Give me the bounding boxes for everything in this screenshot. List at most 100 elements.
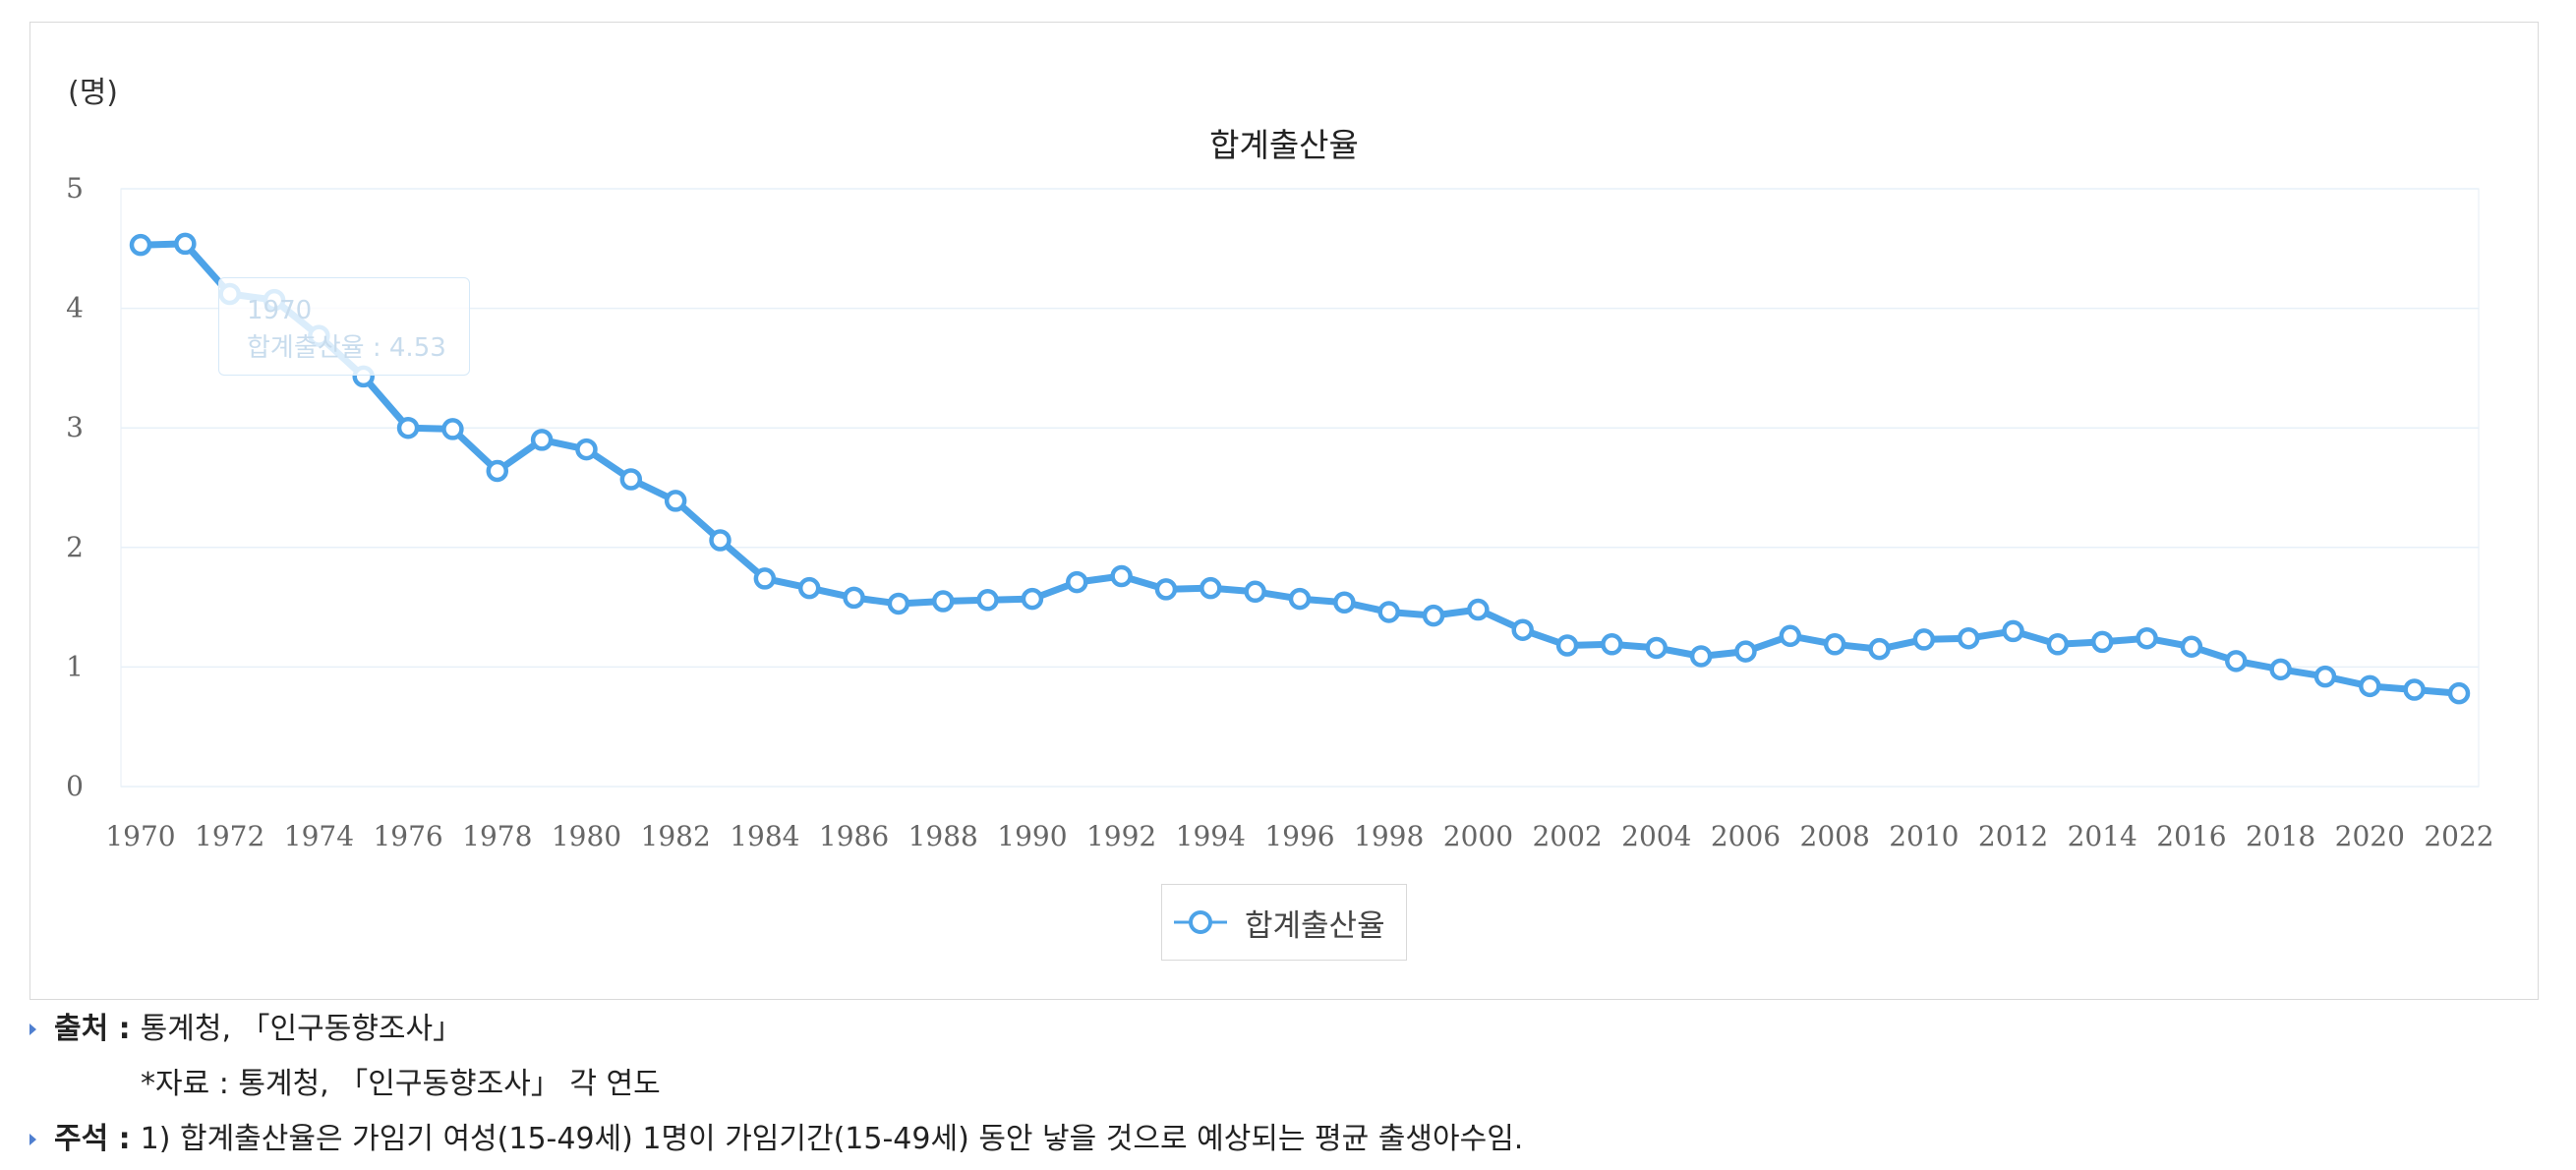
- x-tick-label: 2006: [1711, 820, 1781, 852]
- y-unit-label: (명): [68, 76, 119, 110]
- data-point: [2403, 678, 2426, 701]
- data-point: [2002, 619, 2024, 643]
- x-tick-label: 2022: [2424, 820, 2493, 852]
- x-tick-label: 2002: [1532, 820, 1602, 852]
- data-point: [1868, 637, 1891, 661]
- x-tick-label: 1984: [730, 820, 799, 852]
- data-point: [2090, 630, 2114, 654]
- data-point: [174, 232, 197, 256]
- data-point: [2046, 633, 2070, 656]
- y-tick-label: 5: [66, 172, 84, 205]
- data-point: [1689, 645, 1713, 668]
- x-tick-label: 1996: [1264, 820, 1334, 852]
- x-tick-label: 2008: [1800, 820, 1870, 852]
- bullet-icon: [29, 1133, 36, 1145]
- data-tooltip: 1970 합계출산율 : 4.53: [218, 277, 470, 376]
- x-tick-label: 1982: [641, 820, 711, 852]
- data-point: [2269, 658, 2292, 681]
- data-point: [1288, 587, 1312, 611]
- data-point: [1467, 598, 1490, 621]
- data-point: [976, 589, 999, 612]
- x-tick-label: 1976: [373, 820, 442, 852]
- chart-title: 합계출산율: [1209, 126, 1359, 164]
- data-point: [1957, 626, 1980, 650]
- x-tick-label: 1990: [997, 820, 1067, 852]
- data-point: [2359, 674, 2381, 698]
- data-point: [441, 418, 464, 440]
- data-point: [1333, 591, 1356, 614]
- data-point: [2313, 665, 2337, 688]
- data-point: [1555, 634, 1579, 657]
- legend-label: 합계출산율: [1245, 907, 1385, 944]
- bullet-icon: [29, 1023, 36, 1035]
- data-point: [1734, 640, 1757, 663]
- data-point: [1912, 628, 1936, 651]
- x-tick-label: 1998: [1354, 820, 1424, 852]
- data-point: [664, 490, 687, 512]
- y-tick-label: 3: [66, 411, 84, 443]
- data-point: [797, 576, 821, 600]
- data-point: [1021, 587, 1044, 611]
- data-point: [709, 529, 732, 552]
- data-point: [486, 459, 509, 483]
- data-point: [2180, 635, 2203, 658]
- data-point: [575, 438, 598, 461]
- data-point: [2136, 626, 2158, 650]
- chart-notes: 출처 : 통계청, 「인구동향조사」 *자료 : 통계청, 「인구동향조사」 각 …: [28, 1005, 1523, 1170]
- footnote-row: 주석 : 1) 합계출산율은 가임기 여성(15-49세) 1명이 가임기간(15…: [28, 1115, 1523, 1170]
- data-point: [1200, 576, 1222, 600]
- data-point: [887, 592, 910, 615]
- y-tick-label: 2: [66, 531, 84, 563]
- data-point: [1823, 633, 1846, 656]
- footnote-text: 1) 합계출산율은 가임기 여성(15-49세) 1명이 가임기간(15-49세…: [140, 1122, 1524, 1156]
- x-tick-label: 2018: [2246, 820, 2315, 852]
- data-point: [753, 567, 777, 590]
- data-point: [2225, 650, 2248, 673]
- x-tick-label: 2016: [2156, 820, 2226, 852]
- x-tick-label: 2010: [1889, 820, 1959, 852]
- chart-container: (명) 합계출산율 0 1 2 3 4 5 1970 1972 1974 1976 1978 1980…: [29, 22, 2539, 1000]
- footnote-label: 주석 :: [54, 1122, 131, 1156]
- data-point: [129, 233, 152, 257]
- x-tick-label: 2000: [1443, 820, 1513, 852]
- y-tick-label: 4: [66, 292, 84, 324]
- x-tick-label: 2020: [2335, 820, 2405, 852]
- x-tick-label: 1986: [819, 820, 889, 852]
- chart-legend[interactable]: 합계출산율: [1161, 884, 1407, 961]
- data-point: [1645, 636, 1669, 660]
- data-point: [2447, 681, 2471, 705]
- data-point: [1377, 601, 1400, 623]
- data-source-row: *자료 : 통계청, 「인구동향조사」 각 연도: [28, 1060, 1523, 1115]
- x-tick-label: 1978: [462, 820, 532, 852]
- data-source-text: *자료 : 통계청, 「인구동향조사」 각 연도: [141, 1067, 661, 1101]
- data-point: [396, 416, 420, 439]
- plot-area: [120, 188, 2480, 788]
- tooltip-year: 1970: [247, 296, 313, 325]
- x-tick-label: 2014: [2068, 820, 2137, 852]
- x-tick-label: 1974: [284, 820, 354, 852]
- legend-marker-icon: [1174, 910, 1227, 934]
- source-text: 통계청, 「인구동향조사」: [140, 1012, 463, 1046]
- data-point: [843, 586, 865, 610]
- data-point: [1601, 633, 1623, 656]
- data-point: [530, 429, 554, 451]
- tooltip-text: 합계출산율 : 4.53: [247, 333, 446, 363]
- x-tick-label: 1980: [552, 820, 621, 852]
- x-tick-label: 2012: [1978, 820, 2048, 852]
- line-chart[interactable]: 0 1 2 3 4 5 1970 1972 1974 1976 1978 1980 1982 1984 19…: [30, 23, 2540, 1001]
- data-point: [1511, 618, 1534, 641]
- data-point: [931, 590, 955, 613]
- data-point: [1154, 578, 1178, 601]
- y-tick-label: 1: [66, 650, 84, 682]
- x-tick-label: 1992: [1086, 820, 1156, 852]
- data-point: [1066, 570, 1088, 594]
- source-label: 출처 :: [54, 1012, 131, 1046]
- y-tick-label: 0: [66, 770, 84, 802]
- data-point: [1110, 564, 1133, 588]
- source-row: 출처 : 통계청, 「인구동향조사」: [28, 1005, 1523, 1060]
- x-tick-label: 1972: [195, 820, 264, 852]
- x-tick-label: 2004: [1621, 820, 1691, 852]
- x-tick-label: 1970: [105, 820, 175, 852]
- data-point: [1244, 580, 1266, 604]
- x-tick-label: 1988: [908, 820, 978, 852]
